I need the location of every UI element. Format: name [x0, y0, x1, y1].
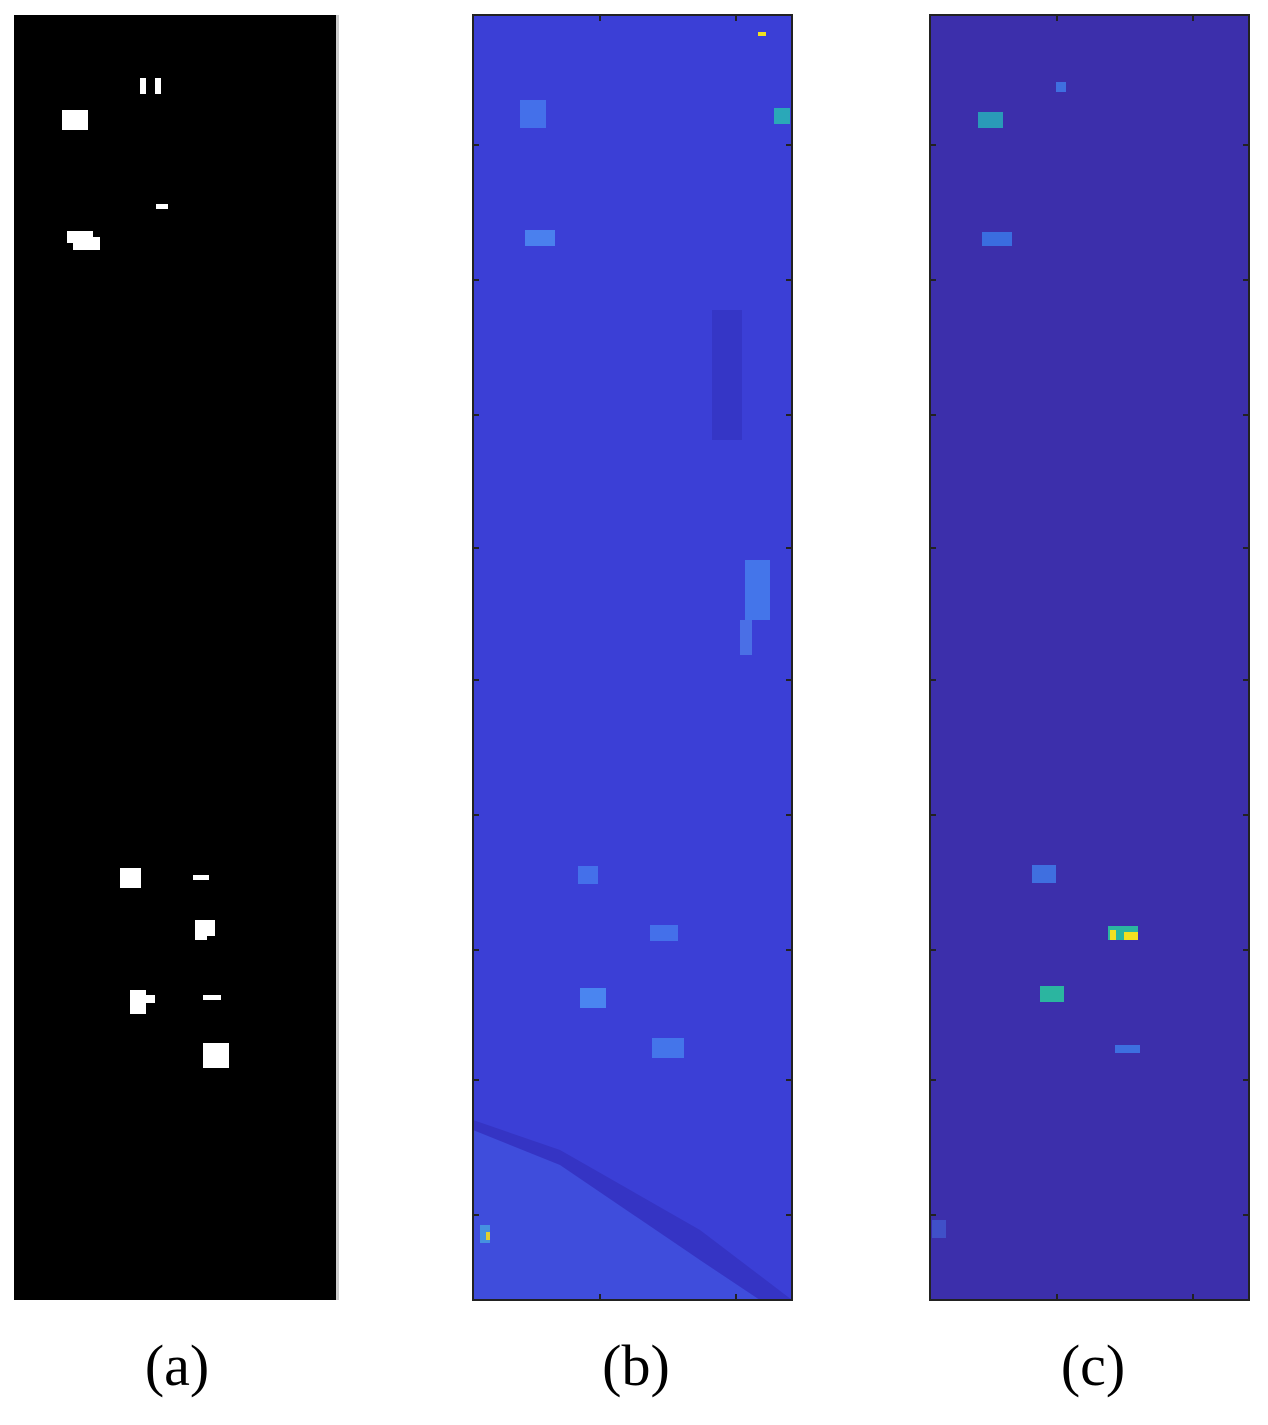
caption: (b) [602, 1333, 670, 1398]
panel-c [929, 14, 1250, 1301]
heatmap-image [930, 15, 1249, 1300]
panel-edge [336, 15, 339, 1300]
texture [712, 310, 742, 440]
panel-frame [472, 14, 793, 1301]
ticks [473, 15, 792, 1300]
caption: (a) [145, 1333, 209, 1398]
panel-b [472, 14, 793, 1301]
hot-spots [932, 82, 1140, 1238]
panel-frame [929, 14, 1250, 1301]
mask-image [14, 15, 336, 1300]
heatmap-image [473, 15, 792, 1300]
caption: (c) [1061, 1333, 1125, 1398]
hot-spots [480, 32, 790, 1243]
mask-blobs [62, 78, 229, 1068]
ticks [930, 15, 1249, 1300]
texture [473, 1120, 792, 1300]
panel-a [14, 15, 339, 1300]
texture [473, 1120, 760, 1300]
